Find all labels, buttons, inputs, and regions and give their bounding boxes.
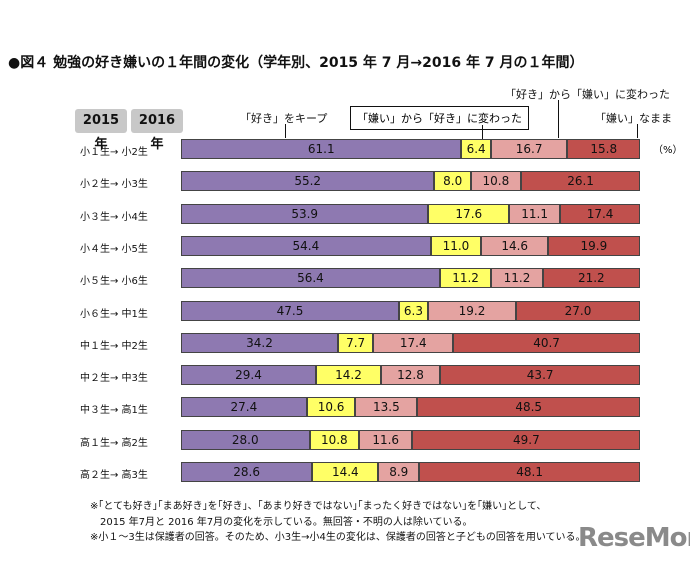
bar-segment: 15.8 xyxy=(567,139,640,159)
category-label: 中３生→ 高1生 xyxy=(80,405,148,417)
chart-title: ●図４ 勉強の好き嫌いの１年間の変化（学年別、2015 年 7 月→2016 年… xyxy=(8,55,584,71)
legend-leader xyxy=(285,124,286,138)
bar-segment: 11.1 xyxy=(509,203,561,224)
bar-segment: 43.7 xyxy=(439,365,641,386)
legend-dislike-to-like: 「嫌い」から「好き」に変わった xyxy=(350,106,529,130)
category-label: 小３生→ 小4生 xyxy=(80,211,148,223)
resemom-logo: ReseMom xyxy=(578,523,690,553)
unit-label: （%） xyxy=(653,145,683,156)
bar-segment: 34.2 xyxy=(181,332,338,353)
bar-segment: 40.7 xyxy=(453,332,640,353)
bar-segment: 6.3 xyxy=(399,300,428,321)
legend-like-to-dislike: 「好き」から「嫌い」に変わった xyxy=(505,88,670,101)
legend-leader xyxy=(558,100,559,138)
bar-segment: 29.4 xyxy=(181,365,316,386)
category-label: 小６生→ 中1生 xyxy=(80,308,148,320)
bar-segment: 10.6 xyxy=(306,397,356,418)
bar-segment: 54.4 xyxy=(181,235,431,256)
bar-segment: 55.2 xyxy=(181,171,435,192)
bar-segment: 56.4 xyxy=(181,268,440,289)
bar-segment: 61.1 xyxy=(181,139,462,159)
bar-segment: 11.6 xyxy=(359,429,413,450)
bar-segment: 53.9 xyxy=(181,203,429,224)
bar-segment: 48.1 xyxy=(419,462,640,482)
legend-keep-dislike: 「嫌い」なまま xyxy=(595,112,672,125)
category-label: 小４生→ 小5生 xyxy=(80,243,148,255)
bar-segment: 16.7 xyxy=(490,139,568,159)
bar-segment: 47.5 xyxy=(181,300,400,321)
bar-segment: 19.9 xyxy=(548,235,640,256)
category-label: 小２生→ 小3生 xyxy=(80,179,148,191)
category-label: 小５生→ 小6生 xyxy=(80,276,148,288)
bar-segment: 13.5 xyxy=(355,397,418,418)
bar-segment: 11.2 xyxy=(491,268,543,289)
year-header-2015: 2015 年 xyxy=(75,109,127,152)
category-label: 小１生→ 小2生 xyxy=(80,147,148,158)
bar-segment: 10.8 xyxy=(309,429,360,450)
bar-segment: 17.6 xyxy=(428,203,510,224)
category-label: 高２生→ 高3生 xyxy=(80,470,148,481)
bar-segment: 6.4 xyxy=(461,139,491,159)
legend-leader xyxy=(482,125,483,139)
year-header-2016: 2016 年 xyxy=(131,109,183,152)
bar-segment: 7.7 xyxy=(337,332,374,353)
bar-segment: 14.6 xyxy=(481,235,549,256)
bar-segment: 26.1 xyxy=(520,171,641,192)
note-line: 2015 年7月と 2016 年7月の変化を示している。無回答・不明の人は除いて… xyxy=(90,517,473,528)
bar-segment: 27.4 xyxy=(181,397,307,418)
bar-segment: 21.2 xyxy=(542,268,640,289)
bar-segment: 19.2 xyxy=(427,300,517,321)
note-line: ※｢とても好き｣｢まあ好き｣を｢好き｣、｢あまり好きではない｣｢まったく好きでは… xyxy=(90,501,547,512)
bar-segment: 28.6 xyxy=(181,462,313,482)
bar-segment: 10.8 xyxy=(471,171,521,192)
note-line: ※小１～3生は保護者の回答。そのため、小3生→小4生の変化は、保護者の回答と子ど… xyxy=(90,532,586,543)
bar-segment: 11.2 xyxy=(439,268,492,289)
category-label: 中２生→ 中3生 xyxy=(80,373,148,385)
bar-segment: 17.4 xyxy=(560,203,640,224)
bar-segment: 17.4 xyxy=(373,332,454,353)
bar-segment: 14.4 xyxy=(312,462,379,482)
bar-segment: 14.2 xyxy=(315,365,382,386)
bar-segment: 12.8 xyxy=(381,365,440,386)
legend-leader xyxy=(637,124,638,138)
bar-segment: 27.0 xyxy=(516,300,640,321)
bar-segment: 8.0 xyxy=(434,171,472,192)
bar-segment: 28.0 xyxy=(181,429,310,450)
bar-segment: 48.5 xyxy=(417,397,640,418)
bar-segment: 49.7 xyxy=(412,429,641,450)
bar-segment: 11.0 xyxy=(430,235,482,256)
legend-keep-like: 「好き」をキープ xyxy=(240,112,328,125)
category-label: 高１生→ 高2生 xyxy=(80,437,148,449)
bar-segment: 8.9 xyxy=(378,462,420,482)
category-label: 中１生→ 中2生 xyxy=(80,340,148,352)
